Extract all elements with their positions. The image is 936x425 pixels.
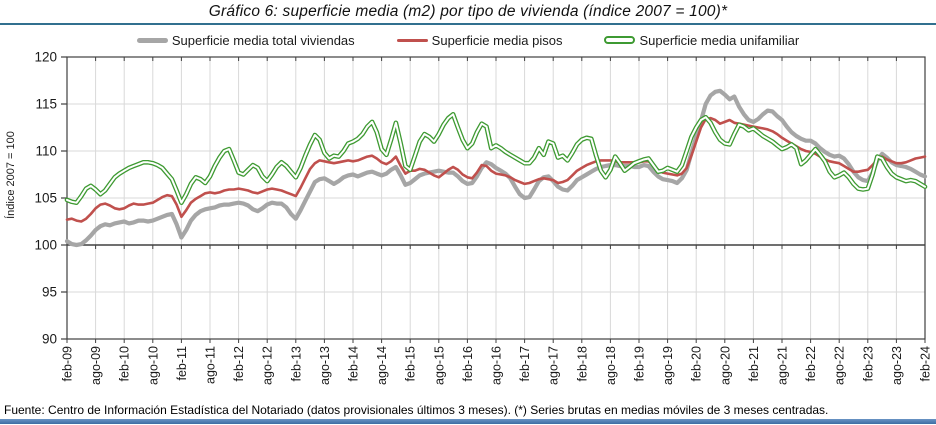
x-tick-label: feb-23: [861, 346, 875, 381]
x-tick-label: ago-19: [661, 346, 675, 385]
series-line-0: [64, 88, 928, 248]
x-tick-label: feb-17: [518, 346, 532, 381]
x-tick-label: feb-10: [118, 346, 132, 381]
legend-item-pisos: Superficie media pisos: [396, 32, 563, 48]
chart-legend: Superficie media total viviendas Superfi…: [0, 31, 936, 49]
y-axis-title: Índice 2007 = 100: [4, 131, 17, 219]
x-tick-label: ago-13: [318, 346, 332, 385]
series-line-2-inner: [66, 113, 926, 204]
x-tick-label: ago-12: [261, 346, 275, 385]
x-tick-label: feb-21: [747, 346, 761, 381]
x-tick-label: feb-19: [633, 346, 647, 381]
x-tick-label: ago-22: [833, 346, 847, 385]
x-tick-label: feb-13: [289, 346, 303, 381]
x-tick-label: feb-24: [919, 346, 933, 381]
y-tick-label: 110: [35, 144, 57, 159]
chart-title: Gráfico 6: superficie media (m2) por tip…: [208, 3, 728, 20]
source-note: Fuente: Centro de Información Estadístic…: [4, 403, 829, 417]
y-tick-label: 100: [34, 238, 57, 253]
y-tick-label: 90: [42, 332, 57, 347]
y-tick-label: 120: [34, 50, 57, 65]
x-tick-label: ago-15: [432, 346, 446, 385]
x-tick-label: ago-09: [89, 346, 103, 385]
x-tick-label: feb-15: [404, 346, 418, 381]
series-line-1: [65, 116, 927, 223]
x-tick-label: ago-17: [547, 346, 561, 385]
x-tick-label: feb-22: [804, 346, 818, 381]
x-tick-label: feb-18: [575, 346, 589, 381]
legend-marker-total-line-icon: [136, 37, 168, 43]
x-tick-label: ago-14: [375, 346, 389, 385]
legend-label-unifamiliar: Superficie media unifamiliar: [639, 32, 800, 48]
x-tick-label: ago-18: [604, 346, 618, 385]
bottom-accent-bar: [0, 419, 936, 424]
legend-label-pisos: Superficie media pisos: [431, 32, 563, 48]
x-tick-label: ago-23: [890, 346, 904, 385]
x-tick-label: ago-21: [776, 346, 790, 385]
y-tick-label: 115: [35, 97, 57, 112]
x-tick-label: feb-20: [690, 346, 704, 381]
x-tick-label: ago-11: [204, 346, 218, 384]
legend-marker-unifamiliar-line-icon: [604, 36, 636, 44]
x-tick-label: ago-20: [718, 346, 732, 385]
x-tick-label: feb-12: [232, 346, 246, 381]
y-tick-label: 105: [34, 191, 57, 206]
x-tick-label: feb-16: [461, 346, 475, 381]
x-tick-label: ago-10: [146, 346, 160, 385]
x-tick-label: feb-14: [347, 346, 361, 381]
legend-label-total-viviendas: Superficie media total viviendas: [171, 32, 355, 48]
legend-marker-pisos-line-icon: [396, 38, 428, 42]
x-tick-label: ago-16: [490, 346, 504, 385]
y-tick-label: 95: [42, 285, 57, 300]
legend-item-unifamiliar: Superficie media unifamiliar: [604, 33, 799, 48]
title-divider: [0, 23, 936, 25]
legend-item-total-viviendas: Superficie media total viviendas: [136, 32, 355, 48]
x-tick-label: feb-11: [175, 346, 189, 381]
x-tick-label: feb-09: [61, 346, 75, 381]
